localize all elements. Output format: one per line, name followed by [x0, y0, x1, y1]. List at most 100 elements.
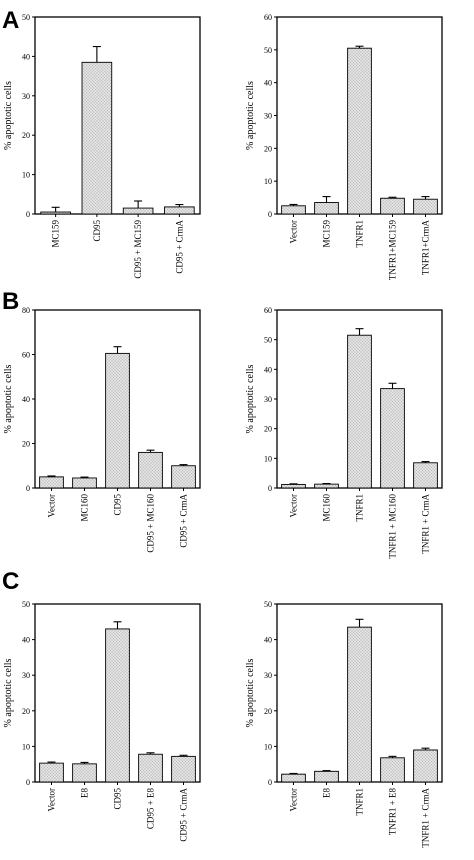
- category-label: Vector: [47, 788, 57, 812]
- category-label: CD95: [113, 494, 123, 516]
- y-axis-label: % apoptotic cells: [3, 658, 14, 727]
- bar: [314, 770, 339, 783]
- category-label: E8: [322, 788, 332, 798]
- y-tick-label: 50: [22, 13, 30, 22]
- panel-label-c: C: [2, 568, 19, 595]
- category-label: TNFR1 + CrmA: [421, 788, 431, 848]
- category-label: TNFR1: [355, 788, 365, 816]
- y-tick-label: 20: [264, 707, 272, 716]
- category-label: CD95 + CrmA: [179, 787, 189, 841]
- y-tick-label: 50: [264, 336, 272, 345]
- bar: [380, 388, 405, 489]
- category-label: MC160: [322, 494, 332, 522]
- y-tick-label: 60: [22, 351, 30, 360]
- y-tick-label: 0: [26, 778, 30, 787]
- category-label: CD95 + MC159: [133, 220, 143, 279]
- y-tick-label: 30: [264, 112, 272, 121]
- category-label: CD95 + E8: [146, 788, 156, 830]
- category-label: Vector: [47, 494, 57, 518]
- panel-label-a: A: [2, 7, 19, 34]
- bar: [39, 476, 64, 489]
- y-axis-label: % apoptotic cells: [245, 364, 256, 433]
- y-axis-label: % apoptotic cells: [3, 364, 14, 433]
- y-tick-label: 50: [22, 600, 30, 609]
- y-tick-label: 0: [26, 484, 30, 493]
- bar: [122, 207, 154, 215]
- y-tick-label: 40: [22, 636, 30, 645]
- chart-b-right: 0 10 20 30 40 50 60 % apoptotic cells Vector MC16…: [245, 306, 443, 559]
- category-label: TNFR1 + CrmA: [421, 494, 431, 554]
- category-label: CD95 + CrmA: [179, 493, 189, 547]
- y-tick-label: 10: [264, 177, 272, 186]
- y-tick-label: 20: [22, 707, 30, 716]
- y-tick-label: 10: [22, 171, 30, 180]
- chart-a-left: 0 10 20 30 40 50 % apoptotic cells MC159 CD95 CD9…: [3, 13, 201, 279]
- category-label: Vector: [289, 220, 299, 244]
- bar: [281, 205, 306, 215]
- bar: [281, 773, 306, 783]
- bar: [413, 749, 438, 783]
- bar: [81, 61, 113, 215]
- y-tick-label: 0: [26, 210, 30, 219]
- category-label: Vector: [289, 494, 299, 518]
- bar: [72, 477, 97, 489]
- y-tick-label: 30: [264, 395, 272, 404]
- bar: [72, 763, 97, 783]
- bar: [138, 451, 163, 489]
- category-label: TNFR1: [355, 494, 365, 522]
- y-tick-label: 10: [22, 742, 30, 751]
- bar: [413, 198, 438, 215]
- bar: [105, 628, 130, 783]
- y-tick-label: 30: [22, 92, 30, 101]
- y-tick-label: 20: [264, 144, 272, 153]
- y-tick-label: 40: [264, 365, 272, 374]
- y-tick-label: 40: [22, 52, 30, 61]
- bar: [171, 465, 196, 489]
- chart-b-left: 0 20 40 60 80 % apoptotic cells Vector MC160 CD9…: [3, 306, 201, 553]
- y-tick-label: 50: [264, 46, 272, 55]
- category-label: E8: [80, 788, 90, 798]
- y-tick-label: 60: [264, 306, 272, 315]
- y-tick-label: 20: [22, 440, 30, 449]
- y-tick-label: 20: [22, 131, 30, 140]
- category-label: CD95 + MC160: [146, 494, 156, 553]
- category-label: TNFR1+MC159: [388, 220, 398, 281]
- category-label: TNFR1 + E8: [388, 788, 398, 836]
- category-label: CD95 + CrmA: [174, 219, 184, 273]
- category-label: TNFR1+CrmA: [421, 220, 431, 276]
- y-tick-label: 60: [264, 13, 272, 22]
- bar: [347, 626, 372, 783]
- y-tick-label: 0: [268, 484, 272, 493]
- charts-layer: 0 10 20 30 40 50 % apoptotic cells MC159 CD95 CD9…: [3, 13, 443, 848]
- y-tick-label: 10: [264, 454, 272, 463]
- y-tick-label: 40: [264, 79, 272, 88]
- y-axis-label: % apoptotic cells: [3, 81, 14, 150]
- panel-label-b: B: [2, 288, 19, 315]
- bar: [281, 483, 306, 489]
- y-tick-label: 30: [22, 671, 30, 680]
- bar: [171, 755, 196, 783]
- category-label: CD95: [92, 220, 102, 242]
- y-tick-label: 40: [22, 395, 30, 404]
- y-tick-label: 10: [264, 742, 272, 751]
- bar: [380, 757, 405, 783]
- bar: [164, 206, 195, 215]
- category-label: CD95: [113, 788, 123, 810]
- category-label: Vector: [289, 788, 299, 812]
- y-tick-label: 0: [268, 210, 272, 219]
- chart-a-left-frame: [34, 16, 201, 215]
- bar: [105, 352, 130, 489]
- y-tick-label: 20: [264, 425, 272, 434]
- bar: [380, 197, 405, 215]
- bar: [40, 211, 71, 215]
- bar: [39, 762, 64, 783]
- bar: [314, 483, 339, 489]
- bar: [314, 202, 339, 215]
- bar: [347, 47, 372, 215]
- category-label: MC160: [80, 494, 90, 522]
- category-label: TNFR1: [355, 220, 365, 248]
- chart-c-left: 0 10 20 30 40 50 % apoptotic cells Vector E8 CD95…: [3, 600, 201, 842]
- category-label: MC159: [322, 220, 332, 248]
- y-axis-label: % apoptotic cells: [245, 81, 256, 150]
